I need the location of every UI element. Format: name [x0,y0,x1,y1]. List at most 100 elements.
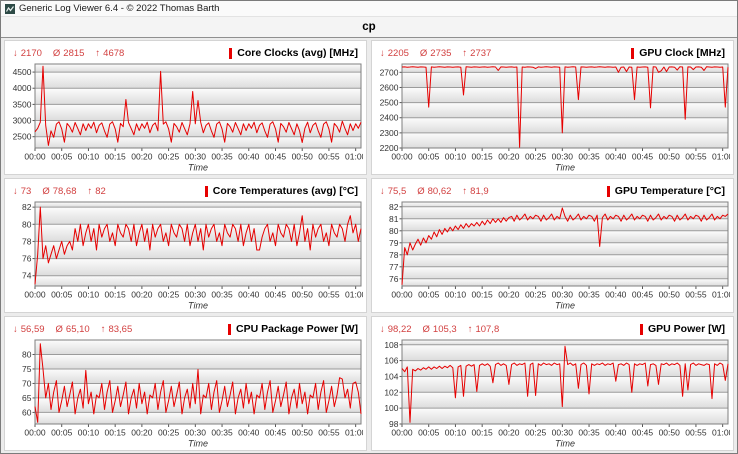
svg-text:3000: 3000 [13,116,32,126]
svg-text:2200: 2200 [380,143,399,153]
svg-text:76: 76 [22,254,32,264]
panel-gpu-power: ↓ 98,22 Ø 105,3 ↑ 107,8 GPU Power [W] 98 100… [371,316,734,451]
panel-core-temperatures: ↓ 73 Ø 78,68 ↑ 82 Core Temperatures (avg) [… [4,178,367,313]
svg-text:00:55: 00:55 [318,428,340,438]
svg-text:00:10: 00:10 [445,290,467,300]
svg-text:76: 76 [389,274,399,284]
avg-value: 2815 [63,47,85,59]
svg-text:100: 100 [384,403,398,413]
svg-text:00:40: 00:40 [238,290,260,300]
svg-text:106: 106 [384,356,398,366]
svg-text:00:20: 00:20 [131,428,153,438]
tab-cp[interactable]: cp [1,17,737,38]
svg-text:77: 77 [389,262,399,272]
svg-text:00:10: 00:10 [78,428,100,438]
svg-text:78: 78 [389,250,399,260]
svg-text:00:05: 00:05 [51,152,73,162]
max-arrow-icon: ↑ [100,323,106,335]
svg-text:80: 80 [22,219,32,229]
svg-text:00:15: 00:15 [105,152,127,162]
svg-text:00:10: 00:10 [445,152,467,162]
svg-text:00:00: 00:00 [24,152,46,162]
avg-value: 105,3 [432,323,457,335]
svg-text:80: 80 [22,349,32,359]
svg-text:00:50: 00:50 [292,290,314,300]
max-arrow-icon: ↑ [95,47,101,59]
svg-text:00:45: 00:45 [632,152,654,162]
svg-text:00:40: 00:40 [605,290,627,300]
legend-color-bar [204,185,208,197]
charts-grid: ↓ 2170 Ø 2815 ↑ 4678 Core Clocks (avg) [MHz… [1,38,737,453]
min-arrow-icon: ↓ [13,47,18,59]
svg-text:74: 74 [22,271,32,281]
legend-label: GPU Clock [MHz] [639,47,725,59]
max-value: 107,8 [475,323,500,335]
svg-text:65: 65 [22,393,32,403]
legend: CPU Package Power [W] [228,323,358,335]
svg-text:00:40: 00:40 [238,428,260,438]
panel-head: ↓ 98,22 Ø 105,3 ↑ 107,8 GPU Power [W] [372,317,733,338]
chart-canvas-gpu-temperature[interactable]: 76 77 78 79 80 81 82 00:00 00:05 00:10 00:15 00:20 0… [374,200,730,312]
svg-text:00:45: 00:45 [265,290,287,300]
svg-text:104: 104 [384,371,398,381]
chart-canvas-cpu-package-power[interactable]: 60 65 70 75 80 00:00 00:05 00:10 00:15 00:20 00:25… [7,338,363,450]
panel-cpu-package-power: ↓ 56,59 Ø 65,10 ↑ 83,65 CPU Package Power [… [4,316,367,451]
legend: GPU Power [W] [639,323,725,335]
svg-text:00:15: 00:15 [472,152,494,162]
svg-text:4500: 4500 [13,67,32,77]
legend-label: GPU Power [W] [647,323,725,335]
avg-value: 78,68 [52,185,77,197]
svg-text:60: 60 [22,407,32,417]
svg-text:00:25: 00:25 [158,290,180,300]
max-arrow-icon: ↑ [462,47,468,59]
panel-head: ↓ 75,5 Ø 80,62 ↑ 81,9 GPU Temperature [°C] [372,179,733,200]
legend-label: Core Temperatures (avg) [°C] [212,185,358,197]
svg-text:75: 75 [22,364,32,374]
svg-text:Time: Time [555,301,575,311]
svg-text:Time: Time [188,439,208,449]
svg-text:00:05: 00:05 [51,290,73,300]
svg-text:98: 98 [389,419,399,429]
svg-text:00:35: 00:35 [211,428,233,438]
svg-text:00:45: 00:45 [632,290,654,300]
min-arrow-icon: ↓ [13,185,18,197]
svg-text:70: 70 [22,378,32,388]
svg-text:01:00: 01:00 [345,290,363,300]
svg-text:80: 80 [389,226,399,236]
svg-text:00:50: 00:50 [659,152,681,162]
svg-text:00:05: 00:05 [418,428,440,438]
avg-symbol-icon: Ø [42,185,50,197]
svg-text:Time: Time [188,163,208,173]
svg-text:Time: Time [188,301,208,311]
svg-text:00:00: 00:00 [391,152,413,162]
svg-text:00:30: 00:30 [185,290,207,300]
avg-symbol-icon: Ø [417,185,425,197]
legend-color-bar [631,47,635,59]
svg-text:00:20: 00:20 [131,152,153,162]
svg-text:Time: Time [555,163,575,173]
legend-label: CPU Package Power [W] [236,323,358,335]
legend-label: Core Clocks (avg) [MHz] [237,47,358,59]
svg-text:2400: 2400 [380,113,399,123]
min-value: 2170 [20,47,42,59]
chart-canvas-gpu-clock[interactable]: 2200 2300 2400 2500 2600 2700 00:00 00:05 00:10 0… [374,62,730,174]
svg-text:00:45: 00:45 [265,152,287,162]
title-bar: Generic Log Viewer 6.4 - © 2022 Thomas B… [1,1,737,17]
svg-text:81: 81 [389,214,399,224]
svg-text:00:25: 00:25 [525,428,547,438]
chart-canvas-core-temperatures[interactable]: 74 76 78 80 82 00:00 00:05 00:10 00:15 00:20 00:25… [7,200,363,312]
svg-text:00:15: 00:15 [105,290,127,300]
stats-row: ↓ 56,59 Ø 65,10 ↑ 83,65 [13,324,132,335]
max-value: 81,9 [470,185,489,197]
svg-text:00:45: 00:45 [632,428,654,438]
chart-canvas-core-clocks[interactable]: 2500 3000 3500 4000 4500 00:00 00:05 00:10 00:15… [7,62,363,174]
svg-text:00:55: 00:55 [685,290,707,300]
svg-text:00:40: 00:40 [605,428,627,438]
min-value: 73 [20,185,32,197]
svg-text:00:05: 00:05 [418,290,440,300]
avg-value: 80,62 [427,185,452,197]
svg-text:00:30: 00:30 [552,152,574,162]
chart-canvas-gpu-power[interactable]: 98 100 102 104 106 108 00:00 00:05 00:10 00:15 00:… [374,338,730,450]
app-icon [5,3,15,14]
